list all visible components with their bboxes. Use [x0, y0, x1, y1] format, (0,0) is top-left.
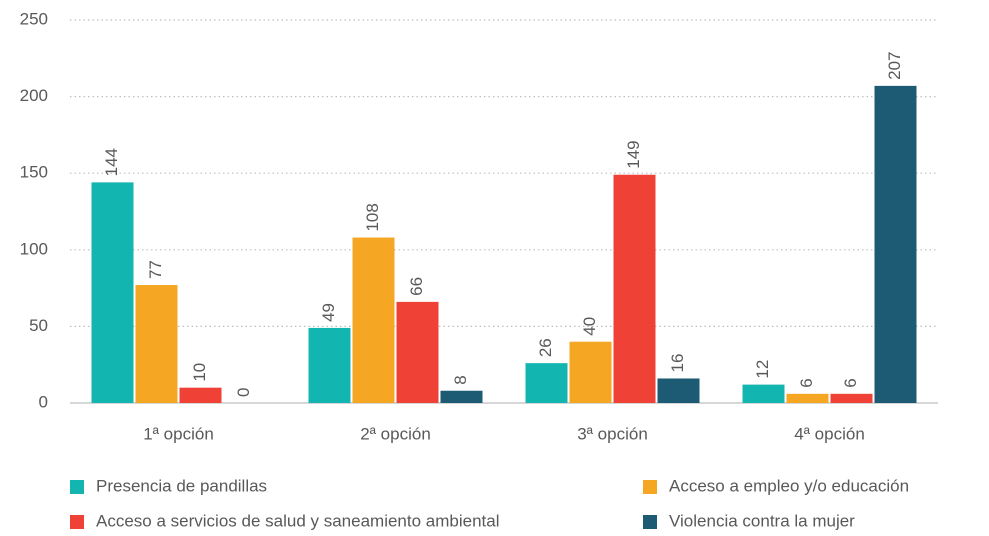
value-label: 16	[668, 354, 687, 373]
value-label: 0	[234, 388, 253, 397]
bar	[135, 285, 178, 403]
legend-swatch	[70, 515, 84, 529]
y-tick-label: 100	[20, 239, 48, 258]
bar	[352, 237, 395, 403]
bar	[396, 301, 439, 403]
bar	[179, 387, 222, 403]
legend-swatch	[70, 480, 84, 494]
x-tick-label: 4ª opción	[794, 424, 865, 443]
bar	[440, 390, 483, 403]
x-tick-label: 3ª opción	[577, 424, 648, 443]
value-label: 66	[407, 277, 426, 296]
value-label: 26	[536, 338, 555, 357]
legend-label: Presencia de pandillas	[96, 476, 267, 495]
value-label: 6	[841, 378, 860, 387]
value-label: 49	[319, 303, 338, 322]
value-label: 6	[797, 378, 816, 387]
legend-label: Violencia contra la mujer	[669, 511, 855, 530]
bar	[569, 341, 612, 403]
value-label: 149	[624, 140, 643, 168]
bar	[657, 378, 700, 403]
bar	[308, 327, 351, 403]
value-label: 108	[363, 203, 382, 231]
value-label: 207	[885, 52, 904, 80]
value-label: 40	[580, 317, 599, 336]
y-tick-label: 150	[20, 163, 48, 182]
x-tick-label: 1ª opción	[143, 424, 214, 443]
legend-label: Acceso a servicios de salud y saneamient…	[96, 511, 500, 530]
y-tick-label: 250	[20, 9, 48, 28]
bar	[525, 363, 568, 403]
legend-swatch	[643, 515, 657, 529]
value-label: 8	[451, 375, 470, 384]
bar	[874, 85, 917, 403]
bar	[786, 393, 829, 403]
legend-label: Acceso a empleo y/o educación	[669, 476, 909, 495]
value-label: 10	[190, 363, 209, 382]
legend-swatch	[643, 480, 657, 494]
bar	[613, 174, 656, 403]
value-label: 12	[753, 360, 772, 379]
x-tick-label: 2ª opción	[360, 424, 431, 443]
y-tick-label: 200	[20, 86, 48, 105]
value-label: 144	[102, 148, 121, 176]
y-tick-label: 50	[29, 316, 48, 335]
bar	[91, 182, 134, 403]
y-tick-label: 0	[39, 392, 48, 411]
value-label: 77	[146, 260, 165, 279]
bar	[742, 384, 785, 403]
bar	[830, 393, 873, 403]
